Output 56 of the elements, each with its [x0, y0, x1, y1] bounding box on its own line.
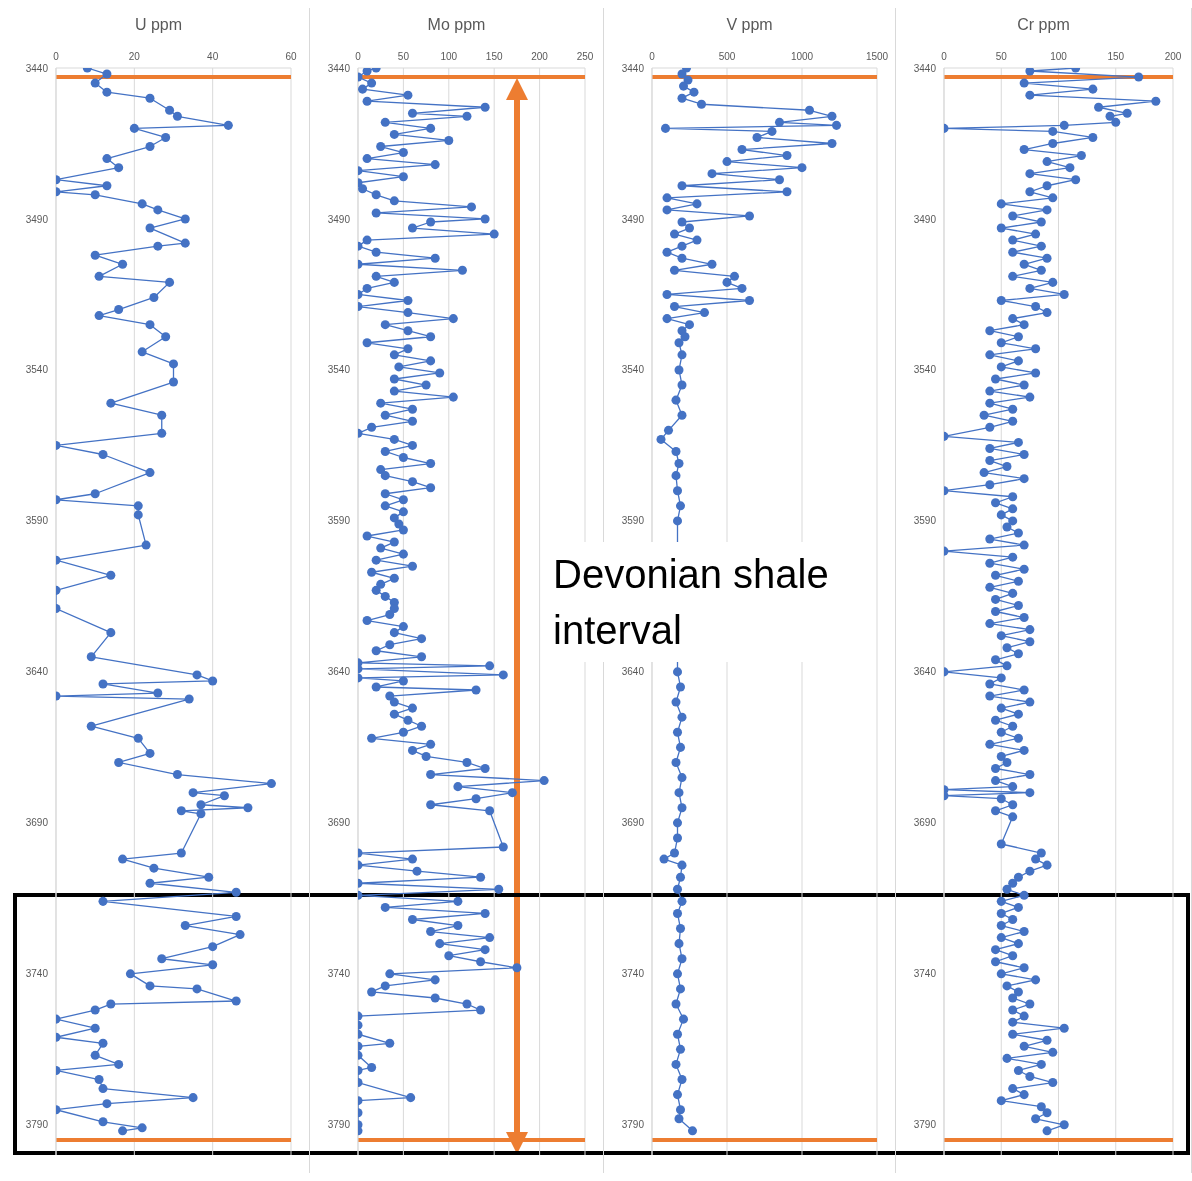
y-tick-label: 3640 [327, 666, 351, 678]
x-tick-label: 250 [576, 51, 594, 62]
x-tick-label: 50 [397, 51, 410, 62]
y-tick-label: 3540 [913, 364, 937, 376]
y-tick-label: 3640 [621, 666, 645, 678]
x-tick-label: 150 [485, 51, 503, 62]
chart-title: V ppm [725, 15, 774, 35]
x-tick-label: 500 [718, 51, 736, 62]
y-tick-label: 3490 [327, 213, 351, 225]
y-tick-label: 3440 [621, 62, 645, 74]
y-tick-label: 3690 [327, 817, 351, 829]
y-tick-label: 3440 [327, 62, 351, 74]
y-tick-label: 3440 [25, 62, 49, 74]
chart-title: Cr ppm [1016, 15, 1071, 35]
x-tick-label: 0 [649, 51, 656, 62]
x-tick-label: 150 [1107, 51, 1125, 62]
x-tick-label: 100 [440, 51, 458, 62]
y-tick-label: 3440 [913, 62, 937, 74]
x-tick-label: 100 [1050, 51, 1068, 62]
chart-title: Mo ppm [426, 15, 487, 35]
y-tick-label: 3740 [25, 968, 49, 980]
y-tick-label: 3590 [913, 515, 937, 527]
y-tick-label: 3790 [25, 1119, 49, 1131]
x-tick-label: 0 [355, 51, 362, 62]
y-tick-label: 3740 [621, 968, 645, 980]
x-tick-label: 1500 [865, 51, 889, 62]
y-tick-label: 3590 [621, 515, 645, 527]
y-tick-label: 3690 [25, 817, 49, 829]
y-tick-label: 3790 [327, 1119, 351, 1131]
y-tick-label: 3740 [327, 968, 351, 980]
x-tick-label: 0 [941, 51, 948, 62]
x-tick-label: 40 [207, 51, 219, 62]
y-tick-label: 3490 [25, 213, 49, 225]
y-tick-label: 3790 [913, 1119, 937, 1131]
x-tick-label: 200 [1164, 51, 1182, 62]
y-tick-label: 3540 [327, 364, 351, 376]
x-tick-label: 1000 [790, 51, 814, 62]
y-tick-label: 3590 [327, 515, 351, 527]
annotation: Devonian shale interval [543, 542, 873, 662]
y-tick-label: 3490 [913, 213, 937, 225]
y-tick-label: 3640 [913, 666, 937, 678]
x-tick-label: 0 [53, 51, 60, 62]
y-tick-label: 3690 [621, 817, 645, 829]
y-tick-label: 3690 [913, 817, 937, 829]
x-tick-label: 60 [285, 51, 297, 62]
y-tick-label: 3540 [25, 364, 49, 376]
y-tick-label: 3790 [621, 1119, 645, 1131]
chart-title: U ppm [133, 15, 184, 35]
y-tick-label: 3640 [25, 666, 49, 678]
y-tick-label: 3540 [621, 364, 645, 376]
y-tick-label: 3740 [913, 968, 937, 980]
y-tick-label: 3490 [621, 213, 645, 225]
y-tick-label: 3590 [25, 515, 49, 527]
x-tick-label: 200 [531, 51, 549, 62]
x-tick-label: 20 [128, 51, 141, 62]
x-tick-label: 50 [995, 51, 1008, 62]
